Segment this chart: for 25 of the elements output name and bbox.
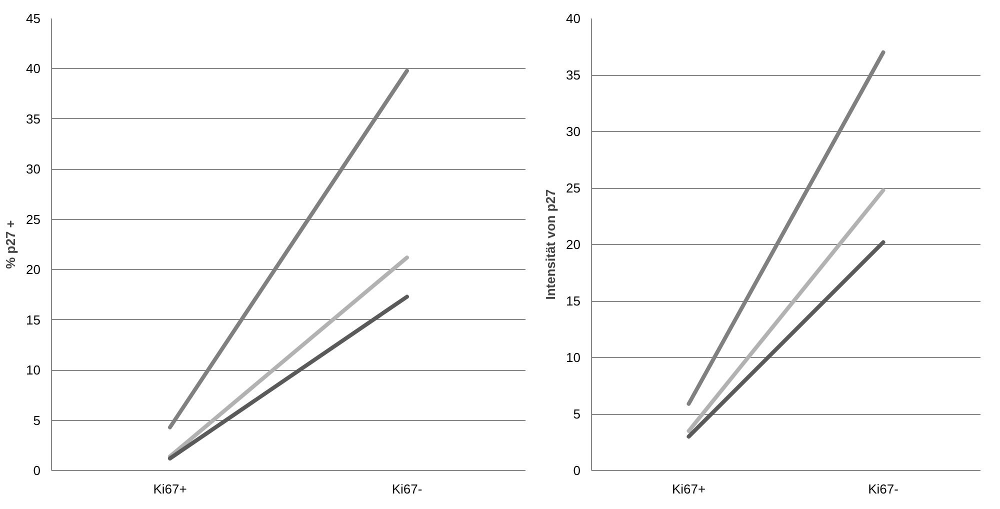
x-tick-label: Ki67- — [868, 482, 898, 496]
y-tick-label: 15 — [26, 312, 41, 328]
y-tick-label: 5 — [573, 406, 581, 422]
y-tick-label: 20 — [26, 262, 41, 278]
y-tick-label: 45 — [26, 11, 41, 26]
y-tick-label: 10 — [566, 350, 581, 365]
y-tick-label: 30 — [566, 124, 581, 139]
y-tick-label: 40 — [566, 11, 581, 26]
y-axis-title: % p27 + — [3, 220, 18, 269]
y-tick-label: 25 — [26, 212, 41, 227]
y-tick-label: 10 — [26, 362, 41, 378]
y-tick-label: 15 — [566, 294, 581, 308]
y-tick-label: 40 — [26, 61, 41, 76]
x-tick-label: Ki67- — [392, 482, 422, 496]
y-tick-label: 35 — [26, 111, 41, 126]
y-tick-label: 0 — [573, 463, 581, 478]
y-tick-label: 35 — [566, 68, 581, 82]
y-tick-label: 0 — [33, 463, 41, 478]
y-tick-label: 25 — [566, 180, 581, 196]
y-tick-label: 5 — [33, 412, 41, 428]
y-tick-label: 30 — [26, 162, 41, 177]
x-tick-label: Ki67+ — [672, 482, 706, 496]
y-tick-label: 20 — [566, 237, 581, 252]
y-axis-title: Intensität von p27 — [543, 189, 558, 300]
x-tick-label: Ki67+ — [153, 482, 187, 496]
